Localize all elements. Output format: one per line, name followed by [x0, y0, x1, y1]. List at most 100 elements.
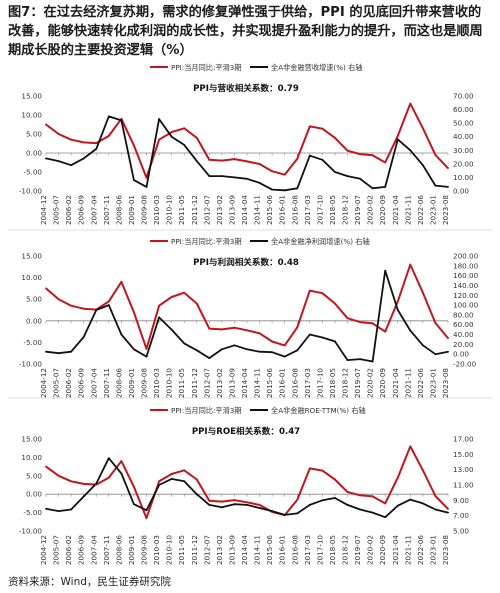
- point-metric: [95, 148, 98, 150]
- point-metric: [45, 157, 47, 160]
- point-metric: [45, 507, 47, 510]
- point-metric: [384, 269, 387, 272]
- series-line-metric: [45, 457, 449, 519]
- x-tick-label: 2009-08: [140, 368, 149, 398]
- point-ppi: [434, 495, 437, 497]
- x-tick-label: 2007-11: [102, 535, 111, 565]
- y-tick-label: 15.00: [21, 435, 42, 444]
- point-ppi: [384, 502, 387, 505]
- point-metric: [321, 158, 324, 161]
- point-ppi: [396, 300, 399, 303]
- point-ppi: [421, 469, 424, 472]
- x-tick-label: 2009-01: [127, 535, 136, 565]
- y2-tick-label: 5.00: [453, 527, 469, 536]
- point-ppi: [57, 474, 60, 477]
- point-ppi: [145, 176, 148, 179]
- x-tick-label: 2009-08: [140, 535, 149, 565]
- point-ppi: [107, 476, 110, 479]
- point-ppi: [133, 485, 135, 488]
- x-tick-label: 2017-10: [315, 368, 324, 398]
- point-metric: [434, 353, 437, 356]
- x-tick-label: 2014-11: [253, 195, 262, 225]
- y-tick-label: -10.00: [19, 360, 43, 369]
- y2-tick-label: 11.00: [453, 481, 474, 490]
- chart-title: PPI与利润相关系数：0.48: [193, 256, 299, 268]
- point-ppi: [447, 337, 449, 339]
- x-tick-label: 2021-11: [403, 535, 412, 565]
- point-ppi: [107, 300, 110, 303]
- point-ppi: [120, 117, 123, 120]
- point-ppi: [170, 131, 173, 134]
- x-tick-label: 2009-08: [140, 195, 149, 225]
- series-line-metric: [45, 269, 449, 363]
- point-ppi: [283, 173, 286, 176]
- point-metric: [82, 495, 85, 498]
- y2-tick-label: 15.00: [453, 450, 474, 459]
- point-metric: [434, 508, 437, 511]
- point-metric: [396, 309, 399, 311]
- x-tick-label: 2021-04: [391, 368, 400, 398]
- point-ppi: [45, 465, 47, 468]
- point-ppi: [334, 302, 336, 305]
- y2-tick-label: 10.00: [453, 173, 474, 182]
- point-metric: [258, 507, 261, 509]
- x-tick-label: 2010-10: [165, 195, 174, 225]
- point-metric: [246, 504, 248, 506]
- point-ppi: [346, 149, 349, 152]
- point-metric: [334, 340, 336, 343]
- y-tick-label: 15.00: [21, 92, 42, 101]
- point-ppi: [334, 136, 336, 139]
- point-ppi: [170, 473, 173, 475]
- point-metric: [120, 119, 123, 122]
- point-metric: [447, 186, 449, 188]
- y2-tick-label: 140.00: [453, 281, 479, 290]
- point-metric: [145, 509, 148, 512]
- x-tick-label: 2017-10: [315, 195, 324, 225]
- point-metric: [321, 499, 324, 502]
- y-tick-label: 0.00: [26, 149, 42, 158]
- x-tick-label: 2010-03: [152, 368, 161, 398]
- point-metric: [107, 115, 110, 118]
- y-tick-label: 10.00: [21, 273, 42, 282]
- point-ppi: [321, 292, 324, 295]
- point-ppi: [371, 322, 374, 325]
- x-tick-label: 2021-11: [403, 368, 412, 398]
- x-tick-label: 2016-01: [278, 368, 287, 398]
- point-ppi: [82, 307, 85, 310]
- point-ppi: [308, 289, 311, 292]
- point-metric: [384, 186, 387, 188]
- point-metric: [95, 482, 98, 485]
- point-ppi: [346, 491, 349, 493]
- x-tick-label: 2014-04: [240, 368, 249, 398]
- y2-tick-label: 40.00: [453, 330, 474, 339]
- point-metric: [258, 350, 261, 353]
- y2-tick-label: 200.00: [453, 252, 479, 261]
- point-metric: [334, 171, 336, 173]
- point-ppi: [396, 476, 399, 479]
- y-tick-label: -5.00: [23, 338, 42, 347]
- point-metric: [233, 176, 236, 179]
- series-line-ppi: [45, 445, 449, 520]
- x-tick-label: 2013-02: [215, 368, 224, 398]
- point-ppi: [95, 142, 98, 145]
- point-ppi: [447, 167, 449, 170]
- y-tick-label: 0.00: [26, 316, 42, 325]
- x-tick-label: 2013-09: [227, 368, 236, 398]
- point-metric: [195, 493, 198, 496]
- point-metric: [195, 160, 198, 163]
- point-metric: [220, 175, 223, 177]
- x-tick-label: 2012-07: [202, 535, 211, 565]
- point-metric: [57, 510, 60, 512]
- point-ppi: [334, 478, 336, 481]
- point-ppi: [220, 328, 223, 331]
- point-metric: [120, 472, 123, 475]
- x-tick-label: 2020-09: [378, 368, 387, 398]
- point-ppi: [158, 480, 160, 483]
- point-metric: [70, 508, 73, 511]
- legend-label-ppi: PPI:当月同比:平滑3期: [171, 63, 242, 72]
- point-ppi: [421, 291, 424, 294]
- x-tick-label: 2010-10: [165, 368, 174, 398]
- y2-tick-label: 40.00: [453, 132, 474, 141]
- point-metric: [158, 484, 160, 486]
- point-metric: [346, 175, 349, 177]
